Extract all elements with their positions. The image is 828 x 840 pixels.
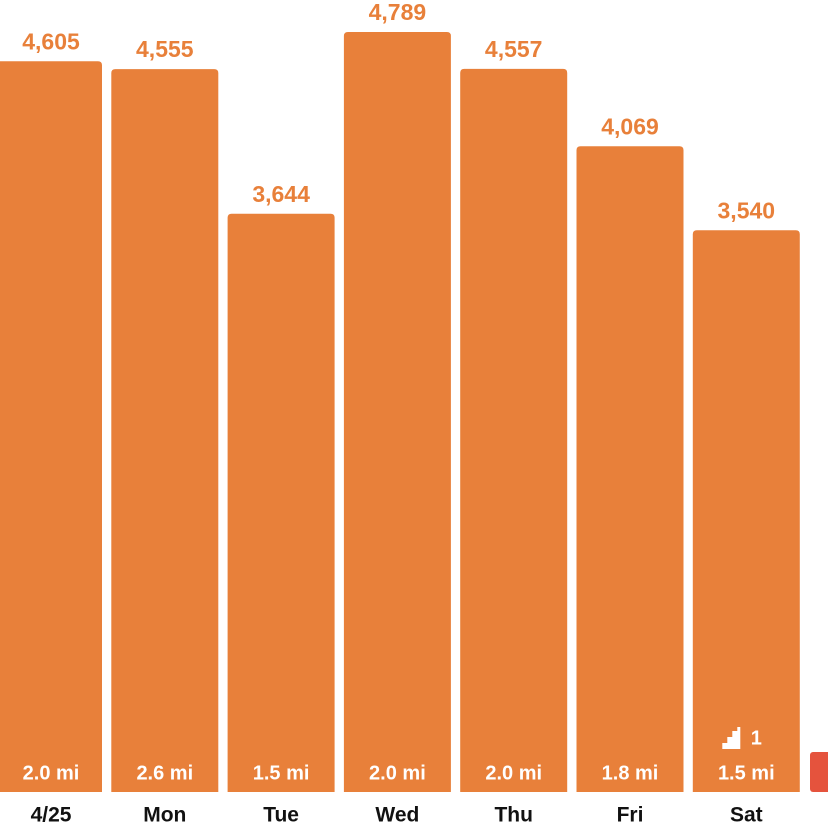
stairs-icon [722,727,741,749]
category-label: 4/25 [31,804,72,827]
bar [111,69,219,792]
category-label: Mon [143,804,186,827]
distance-label: 2.0 mi [23,762,80,784]
bar [692,230,800,792]
value-label: 4,069 [601,113,659,139]
distance-label: 2.6 mi [136,762,193,784]
value-label: 4,557 [485,36,543,62]
bar [227,213,335,793]
value-label: 4,789 [369,0,427,25]
bar [460,68,568,793]
category-label: Fri [617,804,644,827]
category-label: Tue [263,804,299,827]
bar [343,32,451,792]
value-label: 3,540 [718,197,776,223]
bar [0,61,102,792]
distance-label: 2.0 mi [369,762,426,784]
floors-label: 1 [751,727,762,749]
bars: 4,605 2.0 mi 4/25 4,555 2.6 mi Mon 3,644 1.5 mi… [0,0,800,827]
next-day-bar-partial [810,752,828,792]
bar [576,146,684,793]
distance-label: 1.8 mi [602,762,659,784]
category-label: Thu [494,804,532,827]
value-label: 4,605 [22,28,80,54]
distance-label: 1.5 mi [718,762,775,784]
distance-label: 1.5 mi [253,762,310,784]
category-label: Wed [375,804,419,827]
value-label: 3,644 [252,181,310,207]
category-label: Sat [730,804,763,827]
value-label: 4,555 [136,36,194,62]
distance-label: 2.0 mi [485,762,542,784]
